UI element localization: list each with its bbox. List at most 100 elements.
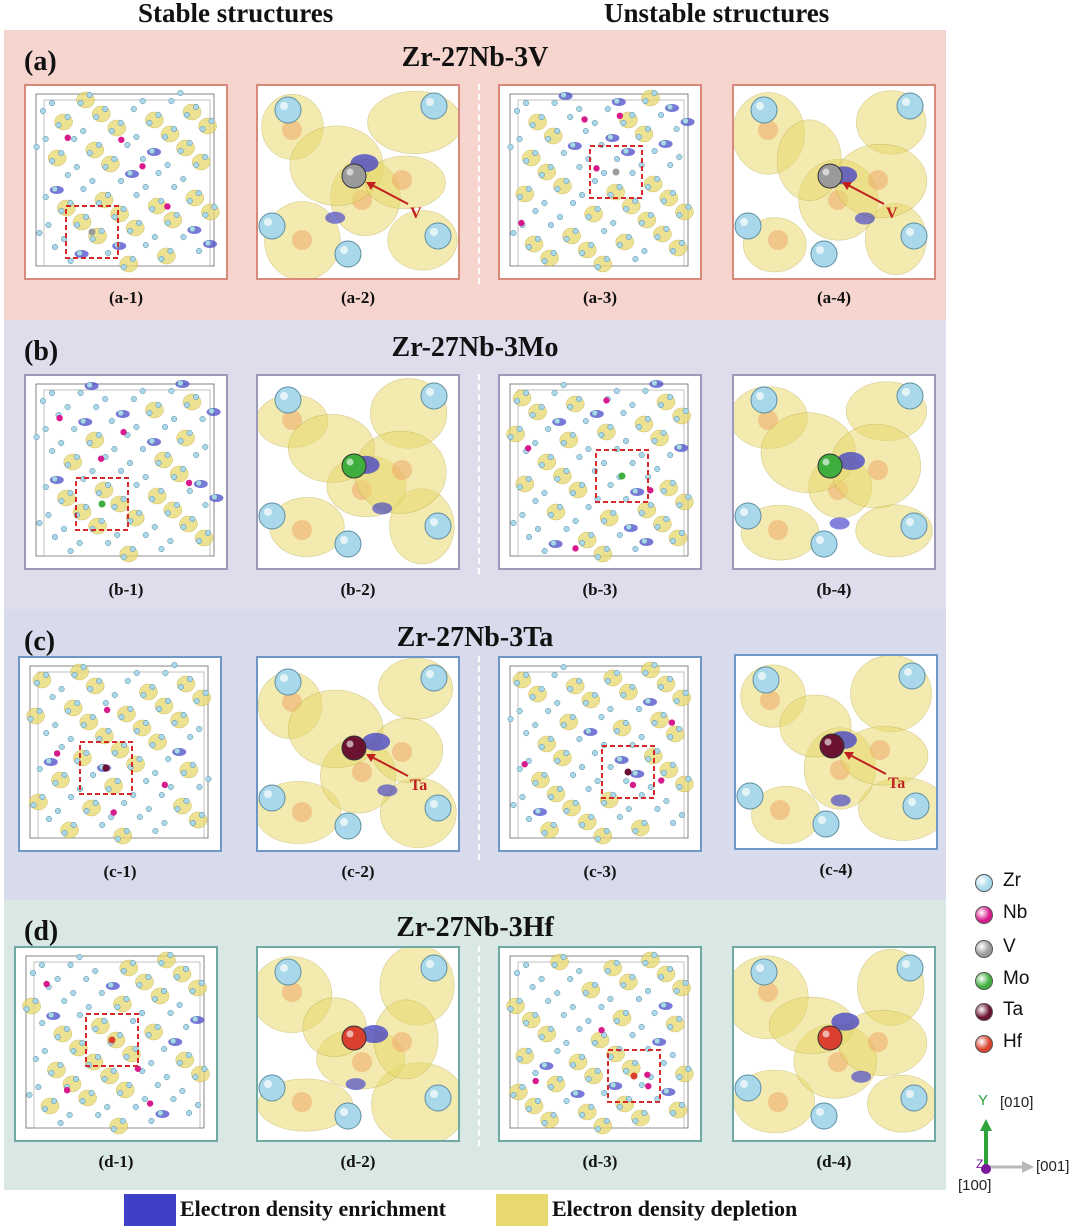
structure-zoom-a-4: V <box>732 84 936 280</box>
zr-atom <box>645 126 651 132</box>
zr-atom <box>159 256 165 262</box>
zr-atom <box>667 162 673 168</box>
zr-atom <box>577 454 583 460</box>
zr-atom <box>108 982 114 988</box>
zr-atom <box>197 784 203 790</box>
zr-atom <box>86 1004 92 1010</box>
zr-atom <box>643 670 649 676</box>
zr-atom <box>661 430 667 436</box>
zr-atom <box>605 678 611 684</box>
dopant-atom <box>613 169 620 176</box>
zr-atom <box>193 452 199 458</box>
zr-atom <box>165 220 171 226</box>
zr-atom <box>178 380 184 386</box>
inner-density-core <box>768 520 788 540</box>
zr-atom <box>683 408 689 414</box>
zr-atom <box>679 240 685 246</box>
zr-atom <box>187 198 193 204</box>
inner-density-core <box>292 230 312 250</box>
zr-atom <box>137 982 143 988</box>
zr-atom <box>633 828 639 834</box>
zr-atom <box>159 546 165 552</box>
zr-atom <box>118 178 124 184</box>
zr-atom <box>652 90 658 96</box>
zr-atom <box>564 236 570 242</box>
zr-atom <box>202 444 208 450</box>
zr-atom <box>190 762 196 768</box>
nb-atom <box>645 1083 651 1089</box>
zr-atom <box>661 488 667 494</box>
enrichment-lobe <box>851 1071 871 1083</box>
stable-unstable-divider <box>478 374 480 574</box>
zr-atom <box>630 974 636 980</box>
zr-atom <box>183 1024 189 1030</box>
zr-atom <box>679 530 685 536</box>
zr-atom <box>140 446 146 452</box>
caption-d-2: (d-2) <box>256 1152 460 1172</box>
zr-atom <box>542 1120 548 1126</box>
structure-overview-b-1 <box>24 374 228 570</box>
zr-atom <box>632 488 638 494</box>
zr-atom <box>127 460 133 466</box>
zr-atom <box>71 426 77 432</box>
zr-atom <box>595 836 601 842</box>
zr-atom <box>661 770 667 776</box>
zr-atom <box>548 222 554 228</box>
structure-overview-a-3 <box>498 84 702 280</box>
nb-atom <box>104 707 110 713</box>
nb-atom <box>630 782 636 788</box>
nb-atom <box>162 782 168 788</box>
zr-atom <box>156 170 162 176</box>
zr-atom <box>551 822 557 828</box>
zr-atom <box>67 1112 73 1118</box>
nb-atom <box>98 456 104 462</box>
zr-atom <box>203 690 209 696</box>
zr-atom <box>604 828 610 834</box>
atom-highlight <box>340 246 348 254</box>
zr-atom <box>614 388 620 394</box>
nb-atom <box>518 220 524 226</box>
zr-atom <box>42 1048 48 1054</box>
zr-atom <box>137 756 143 762</box>
zr-atom <box>59 208 65 214</box>
caption-c-3: (c-3) <box>498 862 702 882</box>
zr-atom <box>604 546 610 552</box>
zr-atom <box>526 186 532 192</box>
zr-atom <box>93 1026 99 1032</box>
atom-highlight <box>902 98 910 106</box>
zr-atom <box>112 750 118 756</box>
inner-density-core <box>292 1092 312 1112</box>
zr-atom <box>199 980 205 986</box>
zr-atom <box>567 976 573 982</box>
zr-atom <box>636 424 642 430</box>
zr-atom <box>520 512 526 518</box>
zr-atom <box>588 532 594 538</box>
zr-atom <box>542 1062 548 1068</box>
zr-atom <box>68 794 74 800</box>
zr-atom <box>595 206 601 212</box>
zr-atom <box>200 416 206 422</box>
zr-atom <box>133 1104 139 1110</box>
atom-highlight <box>823 169 830 176</box>
atom-highlight <box>823 459 830 466</box>
zr-atom <box>630 112 636 118</box>
zr-atom <box>165 510 171 516</box>
structure-zoom-b-2 <box>256 374 460 570</box>
zr-atom <box>667 966 673 972</box>
zr-atom <box>605 968 611 974</box>
zr-atom <box>117 1032 123 1038</box>
zr-atom <box>552 100 558 106</box>
zr-atom <box>735 1075 761 1101</box>
zr-atom <box>46 816 52 822</box>
zr-atom <box>177 1002 183 1008</box>
zr-atom <box>87 92 93 98</box>
zr-atom <box>642 248 648 254</box>
zr-atom <box>588 1104 594 1110</box>
zr-atom <box>168 538 174 544</box>
zr-atom <box>561 440 567 446</box>
zr-atom <box>205 530 211 536</box>
zr-atom <box>421 955 447 981</box>
zr-atom <box>43 730 49 736</box>
zr-atom <box>639 1024 645 1030</box>
zr-atom <box>737 783 763 809</box>
